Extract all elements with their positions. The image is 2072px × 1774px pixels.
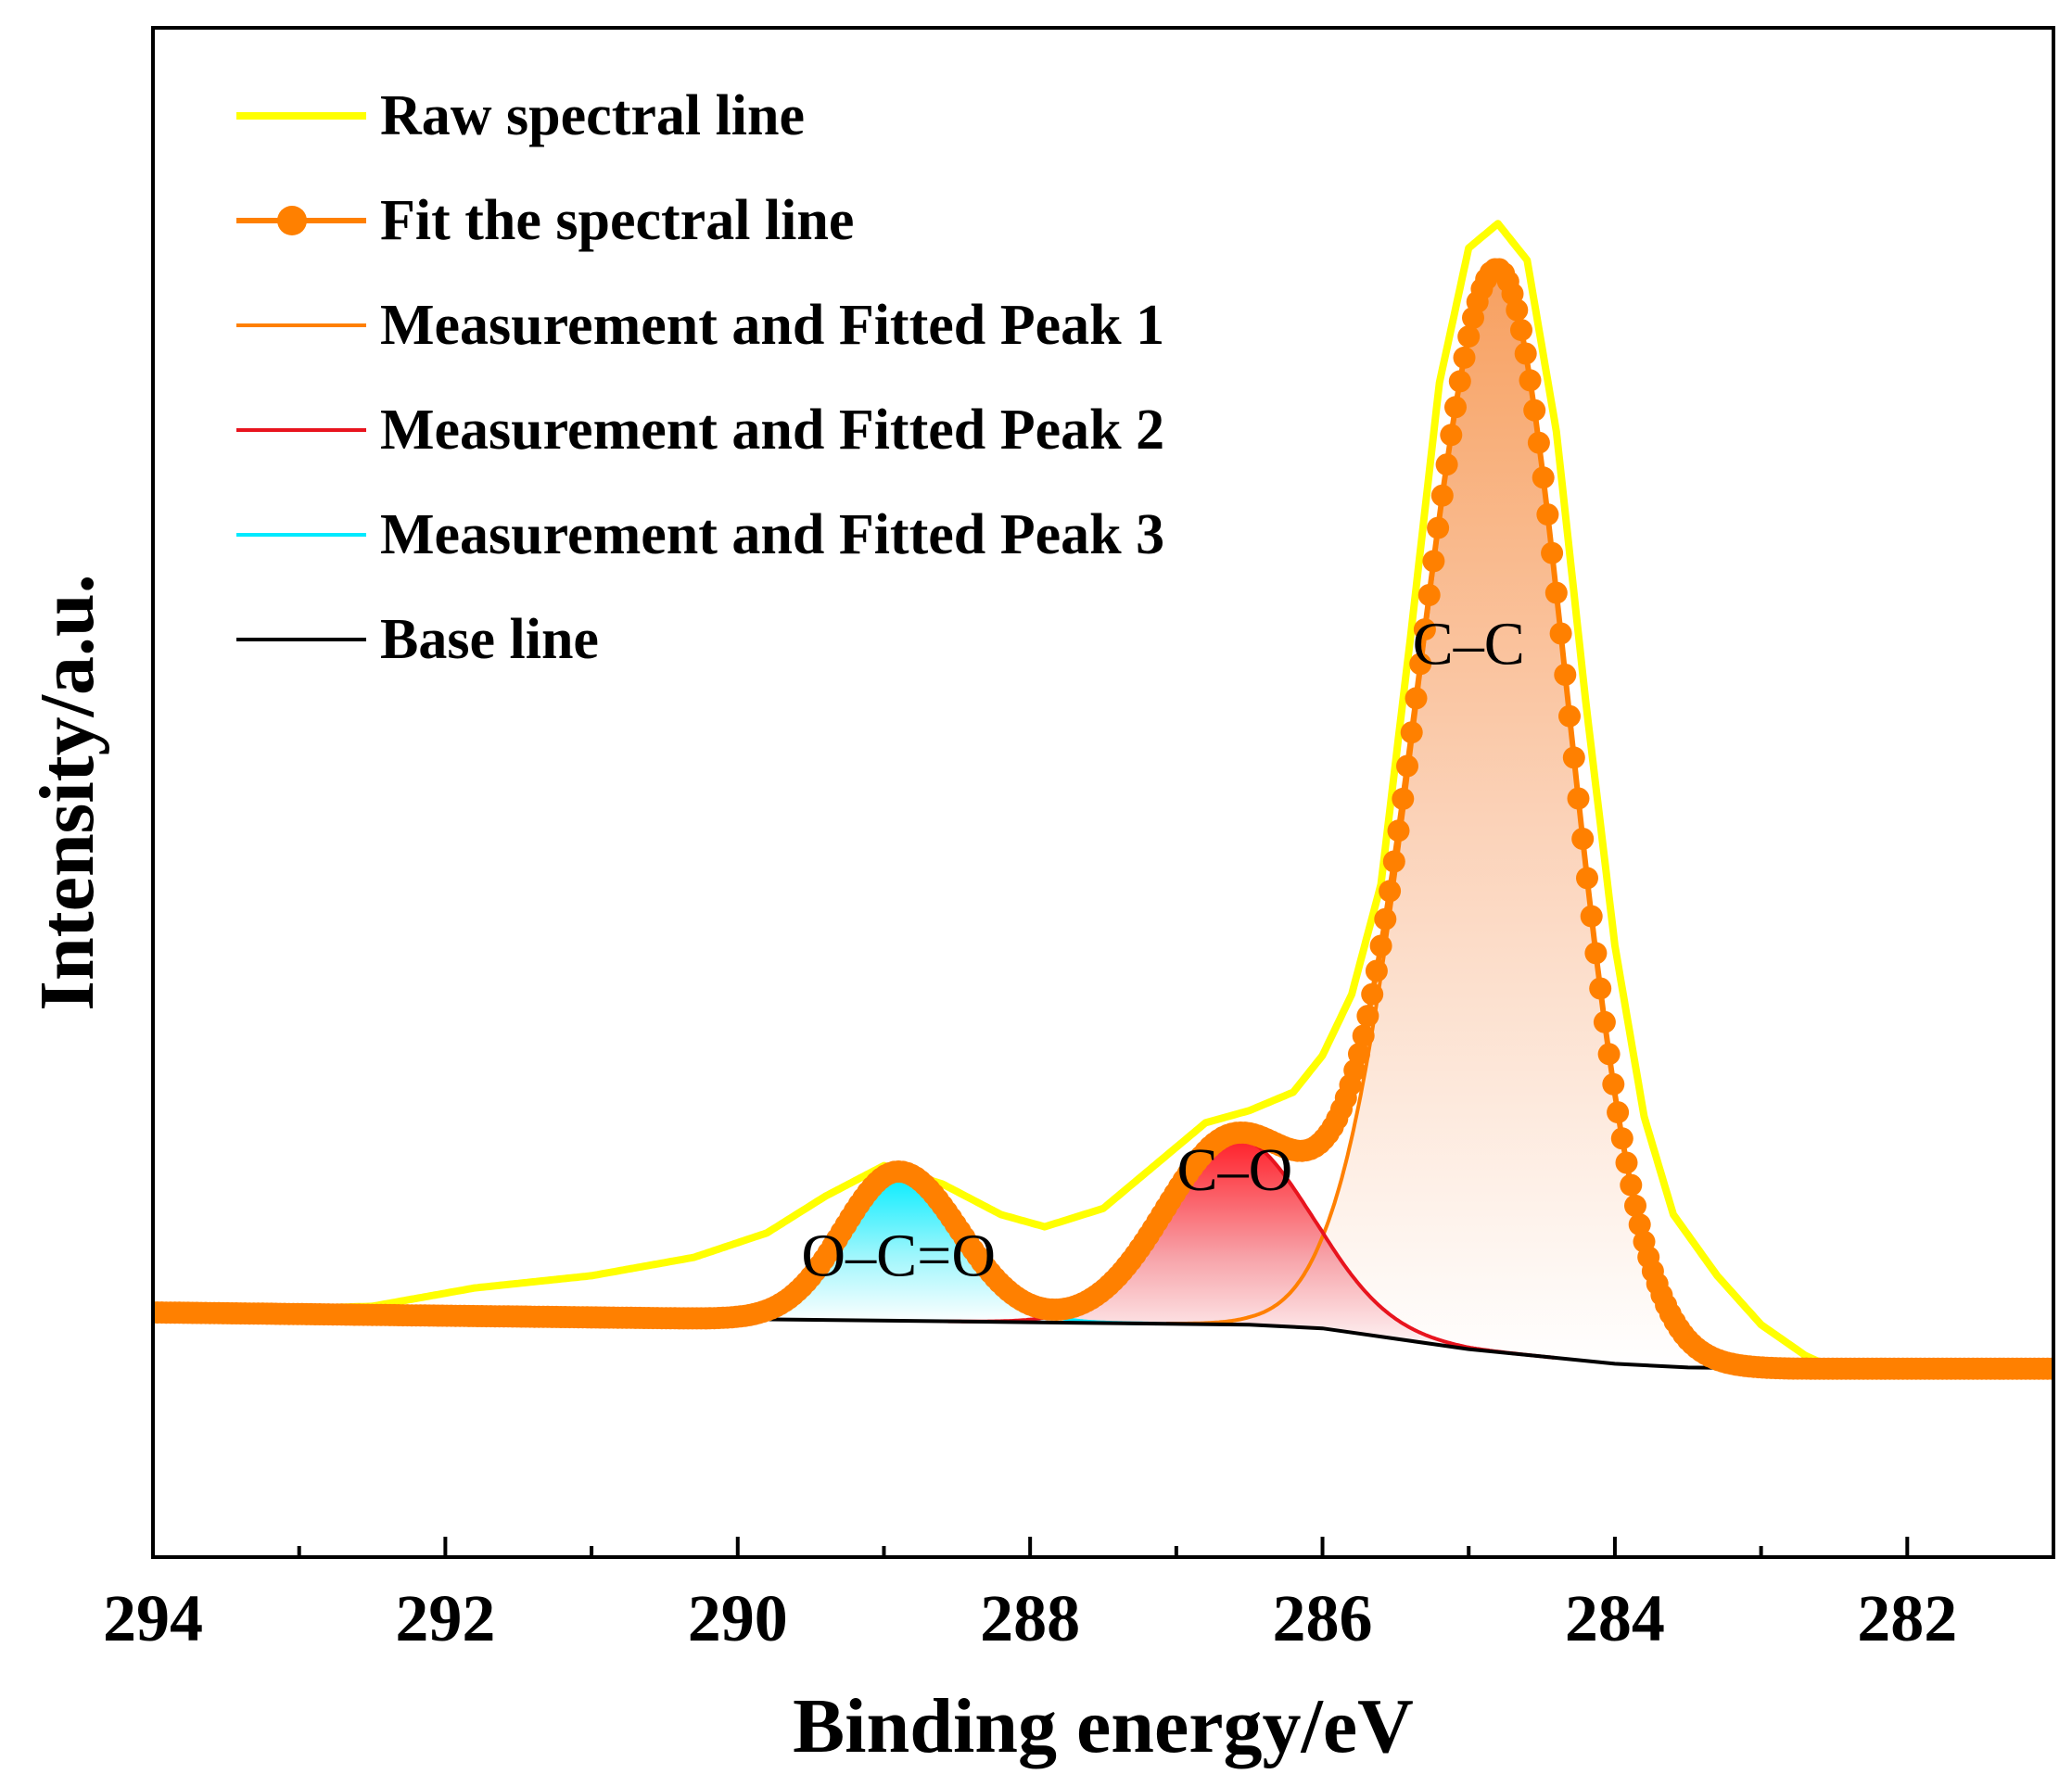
fit-marker [1365, 959, 1388, 982]
fit-marker [1453, 346, 1476, 369]
plot-frame [151, 26, 2055, 1559]
fit-marker [1392, 787, 1415, 810]
fit-marker [1607, 1101, 1630, 1124]
fit-marker [1440, 424, 1463, 447]
fit-marker [1576, 867, 1598, 890]
fit-marker [1514, 342, 1537, 365]
fit-marker [1427, 516, 1450, 539]
fit-marker [1544, 581, 1568, 604]
raw-spectral-line [153, 220, 2053, 1373]
x-axis-title: Binding energy/eV [793, 1683, 1414, 1769]
fit-marker [1628, 1213, 1651, 1236]
fit-marker [1558, 704, 1581, 728]
fit-marker [1348, 1043, 1370, 1066]
fit-marker [1356, 1005, 1379, 1028]
fit-marker [1554, 664, 1577, 686]
fit-marker [1409, 653, 1432, 676]
x-tick-label-294: 294 [103, 1581, 203, 1655]
x-tick-label-288: 288 [980, 1581, 1080, 1655]
fit-marker [1532, 466, 1555, 489]
fit-marker [1374, 907, 1397, 931]
fit-marker [1400, 721, 1423, 744]
fit-marker [1417, 584, 1441, 606]
legend-marker-fit [277, 206, 307, 235]
legend-item-peak1: Measurement and Fitted Peak 1 [236, 294, 1164, 357]
legend-item-peak3: Measurement and Fitted Peak 3 [236, 503, 1164, 566]
fit-marker [1457, 325, 1481, 348]
fit-marker [1382, 850, 1405, 873]
fit-marker [1448, 370, 1471, 393]
legend-label-fit: Fit the spectral line [380, 189, 854, 252]
fit-marker [1413, 618, 1436, 641]
fit-marker [1510, 319, 1532, 342]
fit-marker [1396, 754, 1418, 778]
fit-marker [1536, 503, 1559, 526]
fit-marker [1369, 934, 1392, 957]
fit-marker [1379, 880, 1402, 903]
fit-marker [1541, 541, 1564, 564]
fit-marker [1580, 905, 1603, 928]
peak-label-1: C–C [1413, 610, 1525, 678]
fit-marker [1527, 431, 1550, 454]
fit-marker [1562, 746, 1585, 769]
peak-1-fill [1166, 269, 1792, 1369]
fit-marker [1430, 484, 1454, 507]
legend-item-baseline: Base line [236, 608, 599, 671]
peak-3-fill [665, 1172, 1157, 1324]
legend-label-peak1: Measurement and Fitted Peak 1 [380, 294, 1164, 357]
fit-marker [1523, 399, 1546, 422]
fit-marker [1549, 622, 1572, 645]
legend: Raw spectral line Fit the spectral line Me… [236, 84, 1164, 671]
fit-marker [1422, 550, 1445, 573]
fit-marker [1602, 1072, 1625, 1096]
fit-marker [1597, 1043, 1621, 1066]
legend-label-baseline: Base line [380, 608, 599, 671]
fit-marker [1571, 828, 1595, 850]
fit-marker [1620, 1173, 1643, 1197]
fit-marker [1593, 1010, 1616, 1033]
fit-marker [2040, 1357, 2053, 1380]
x-tick-label-290: 290 [688, 1581, 788, 1655]
plot-area [153, 220, 2053, 1380]
y-axis-title: Intensity/a.u. [24, 574, 110, 1010]
fit-marker [1352, 1024, 1375, 1047]
fit-marker [1387, 819, 1410, 843]
fit-marker [1405, 687, 1428, 710]
fit-marker [1506, 298, 1529, 322]
fit-marker [1444, 396, 1467, 419]
fit-marker [1615, 1151, 1638, 1174]
fit-marker [1624, 1194, 1646, 1217]
x-tick-label-292: 292 [395, 1581, 495, 1655]
fit-marker [1435, 453, 1458, 476]
legend-item-peak2: Measurement and Fitted Peak 2 [236, 399, 1164, 462]
fit-marker [1584, 942, 1608, 965]
legend-label-peak3: Measurement and Fitted Peak 3 [380, 503, 1164, 566]
fit-markers [153, 258, 2053, 1380]
fit-marker [1589, 977, 1612, 1000]
fit-marker [1519, 369, 1542, 392]
peak-labels: C–C C–O O–C=O [801, 610, 1524, 1289]
peak-label-2: C–O [1177, 1136, 1293, 1204]
legend-item-fit: Fit the spectral line [236, 189, 854, 252]
x-tick-label-286: 286 [1273, 1581, 1373, 1655]
series-lines [153, 220, 2053, 1373]
fit-marker [1610, 1127, 1633, 1150]
x-axis-ticks: 294 292 290 288 286 284 282 [103, 1537, 1957, 1655]
legend-label-peak2: Measurement and Fitted Peak 2 [380, 399, 1164, 462]
legend-item-raw: Raw spectral line [236, 84, 805, 147]
fit-marker [1361, 982, 1384, 1006]
peak-label-3: O–C=O [801, 1222, 996, 1289]
x-tick-label-284: 284 [1565, 1581, 1665, 1655]
fit-marker [1567, 787, 1590, 810]
legend-label-raw: Raw spectral line [380, 84, 805, 147]
x-tick-label-282: 282 [1857, 1581, 1957, 1655]
